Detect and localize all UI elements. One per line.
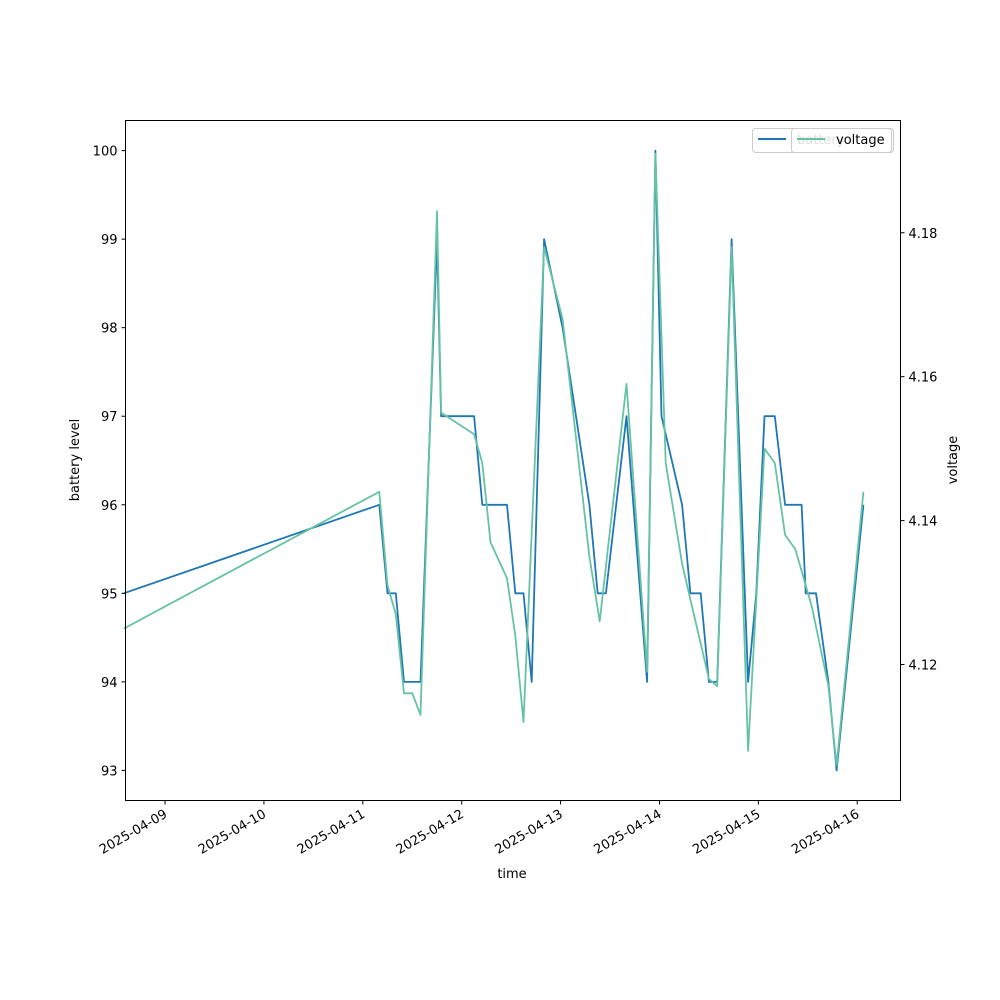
y-axis-label: battery level (68, 419, 83, 502)
legend-box-voltage (791, 128, 892, 153)
y-tick-label: 93 (101, 764, 118, 779)
y-axis-right: 4.12 4.14 4.16 4.18 (900, 227, 938, 674)
y-tick-label: 96 (101, 499, 118, 514)
x-axis: 2025-04-09 2025-04-10 2025-04-11 2025-04-12… (97, 800, 862, 858)
x-tick-label: 2025-04-10 (196, 807, 269, 858)
x-tick-label: 2025-04-13 (493, 807, 566, 858)
series-line-voltage (123, 152, 865, 767)
x-tick-label: 2025-04-09 (97, 807, 170, 858)
legend: battery voltage (752, 128, 894, 153)
x-tick-label: 2025-04-12 (394, 807, 467, 858)
plot-frame (125, 120, 901, 801)
y-tick-label: 97 (101, 410, 118, 425)
legend-label-voltage: voltage (836, 133, 885, 148)
y-axis-left: 93 94 95 96 97 98 99 100 (93, 145, 126, 779)
x-tick-label: 2025-04-14 (592, 807, 665, 858)
y2-tick-label: 4.16 (909, 371, 938, 386)
y-tick-label: 100 (93, 145, 118, 160)
y-tick-label: 94 (101, 676, 118, 691)
series-layer (123, 149, 865, 772)
x-tick-label: 2025-04-11 (295, 807, 368, 858)
y-tick-label: 95 (101, 587, 118, 602)
y2-axis-label: voltage (946, 436, 961, 485)
y2-tick-label: 4.14 (909, 515, 938, 530)
y-tick-label: 98 (101, 322, 118, 337)
x-tick-label: 2025-04-15 (690, 807, 763, 858)
x-tick-label: 2025-04-16 (789, 807, 862, 858)
y2-tick-label: 4.18 (909, 227, 938, 242)
y-tick-label: 99 (101, 233, 118, 248)
y2-tick-label: 4.12 (909, 659, 938, 674)
x-axis-label: time (497, 867, 526, 882)
